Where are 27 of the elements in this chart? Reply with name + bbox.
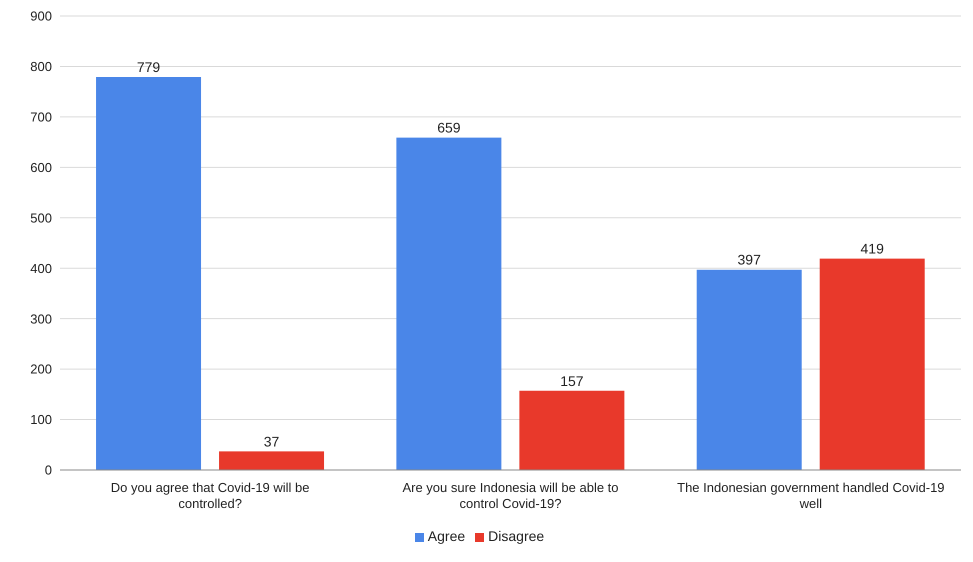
- data-label: 397: [738, 252, 762, 268]
- bar: [396, 138, 502, 470]
- y-tick-label: 600: [30, 160, 52, 175]
- data-label: 157: [560, 372, 584, 389]
- data-label: 659: [437, 120, 461, 136]
- y-tick-label: 0: [44, 462, 52, 478]
- bar: [96, 77, 202, 470]
- y-tick-label: 700: [30, 110, 52, 125]
- x-tick-label: Do you agree that Covid-19 will be controlled?: [110, 480, 310, 511]
- x-tick-label: Are you sure Indonesia will be able to control Covid-19?: [402, 480, 619, 511]
- bar: [519, 390, 624, 470]
- y-tick-label: 900: [30, 8, 52, 24]
- y-tick-label: 500: [30, 210, 52, 226]
- bar: [219, 451, 324, 470]
- y-tick-label: 800: [30, 59, 52, 74]
- bar: [820, 258, 925, 470]
- x-tick-label: The Indonesian government handled Covid-19 well: [677, 480, 945, 511]
- data-label: 779: [136, 59, 160, 76]
- legend-label: Agree: [428, 528, 466, 544]
- y-tick-label: 400: [30, 260, 52, 276]
- data-label: 37: [264, 433, 280, 450]
- bar: [696, 270, 802, 470]
- data-label: 419: [860, 240, 884, 257]
- legend-label: Disagree: [488, 528, 544, 544]
- y-tick-label: 100: [30, 412, 52, 428]
- y-tick-label: 200: [30, 362, 52, 377]
- y-tick-label: 300: [30, 311, 52, 326]
